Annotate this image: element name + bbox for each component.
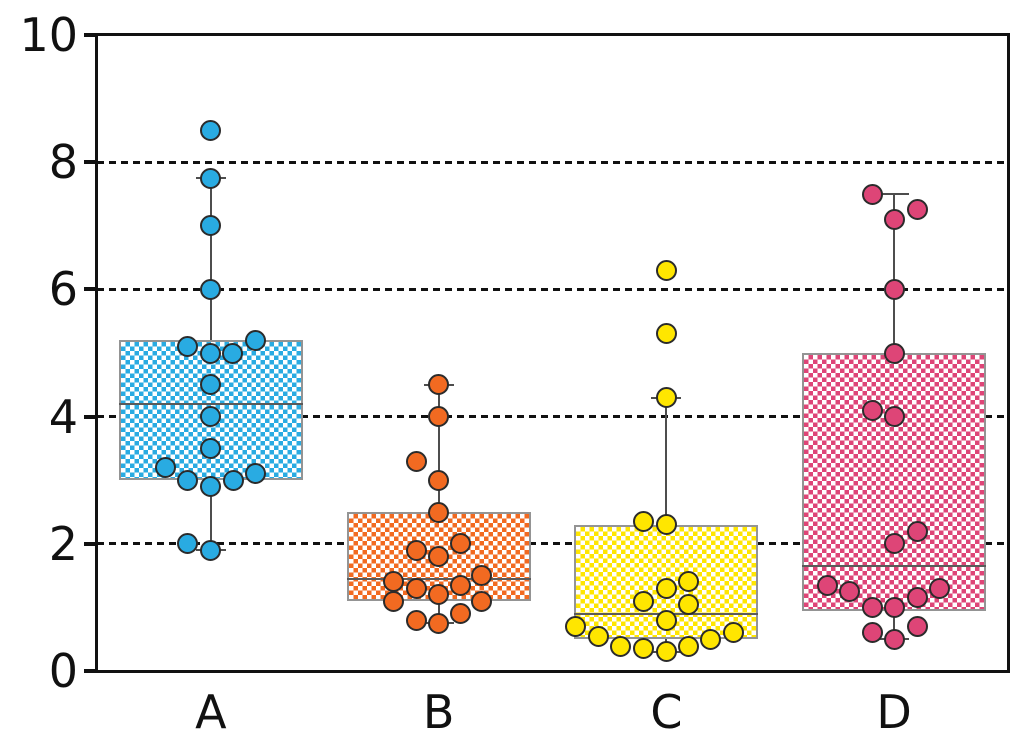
data-point [677, 593, 699, 615]
data-point [428, 501, 450, 523]
data-point [428, 469, 450, 491]
median-line [802, 565, 987, 568]
data-point [428, 612, 450, 634]
data-point [928, 577, 950, 599]
data-point [816, 574, 838, 596]
gridline-y-4 [97, 415, 1008, 419]
data-point [906, 520, 928, 542]
y-tick-mark [84, 414, 97, 419]
data-point [677, 571, 699, 593]
data-point [406, 539, 428, 561]
data-point [655, 514, 677, 536]
y-tick-mark [84, 541, 97, 546]
data-point [406, 577, 428, 599]
x-category-label: C [650, 685, 683, 739]
data-point [655, 577, 677, 599]
data-point [883, 628, 905, 650]
y-tick-label: 8 [48, 135, 78, 190]
data-point [200, 539, 222, 561]
data-point [883, 406, 905, 428]
data-point [406, 609, 428, 631]
y-tick-label: 4 [48, 389, 78, 444]
data-point [861, 596, 883, 618]
data-point [428, 406, 450, 428]
data-point [861, 183, 883, 205]
data-point [655, 323, 677, 345]
data-point [883, 278, 905, 300]
data-point [883, 533, 905, 555]
data-point [883, 342, 905, 364]
data-point [632, 590, 654, 612]
y-tick-mark [84, 33, 97, 37]
data-point [883, 596, 905, 618]
data-point [655, 609, 677, 631]
data-point [883, 208, 905, 230]
data-point [200, 476, 222, 498]
data-point [471, 590, 493, 612]
y-tick-label: 2 [48, 516, 78, 571]
data-point [655, 259, 677, 281]
x-category-label: D [876, 685, 912, 739]
data-point [861, 622, 883, 644]
median-line [346, 577, 531, 580]
x-category-label: B [422, 685, 455, 739]
data-point [632, 638, 654, 660]
data-point [906, 587, 928, 609]
data-point [200, 437, 222, 459]
data-point [223, 469, 245, 491]
data-point [428, 374, 450, 396]
data-point [177, 336, 199, 358]
data-point [200, 215, 222, 237]
data-point [699, 628, 721, 650]
data-point [200, 167, 222, 189]
data-point [200, 406, 222, 428]
y-tick-mark [84, 160, 97, 165]
data-point [906, 199, 928, 221]
data-point [450, 603, 472, 625]
gridline-y-6 [97, 287, 1008, 291]
data-point [222, 342, 244, 364]
data-point [722, 622, 744, 644]
data-point [609, 636, 631, 658]
y-tick-mark [84, 669, 97, 673]
data-point [177, 533, 199, 555]
data-point [428, 584, 450, 606]
data-point [155, 456, 177, 478]
y-tick-mark [84, 287, 97, 292]
gridline-y-8 [97, 160, 1008, 164]
data-point [861, 399, 883, 421]
data-point [450, 533, 472, 555]
data-point [655, 387, 677, 409]
data-point [838, 581, 860, 602]
data-point [450, 574, 472, 596]
data-point [383, 590, 405, 612]
data-point [177, 469, 199, 491]
data-point [200, 119, 222, 141]
median-line [118, 402, 303, 405]
whisker-cap-top [879, 193, 910, 195]
data-point [587, 625, 609, 647]
data-point [655, 641, 677, 663]
data-point [471, 565, 493, 587]
data-point [677, 636, 699, 658]
data-point [245, 329, 267, 351]
y-tick-label: 0 [48, 644, 78, 698]
gridline-y-2 [97, 542, 1008, 546]
data-point [428, 546, 450, 568]
box-D [802, 353, 987, 611]
data-point [200, 342, 222, 364]
data-point [632, 511, 654, 533]
data-point [200, 374, 222, 396]
data-point [406, 450, 428, 472]
y-tick-label: 10 [19, 8, 78, 62]
x-category-label: A [195, 685, 227, 739]
data-point [564, 615, 586, 637]
data-point [245, 463, 267, 485]
data-point [200, 278, 222, 300]
data-point [906, 615, 928, 637]
y-tick-label: 6 [48, 262, 78, 317]
